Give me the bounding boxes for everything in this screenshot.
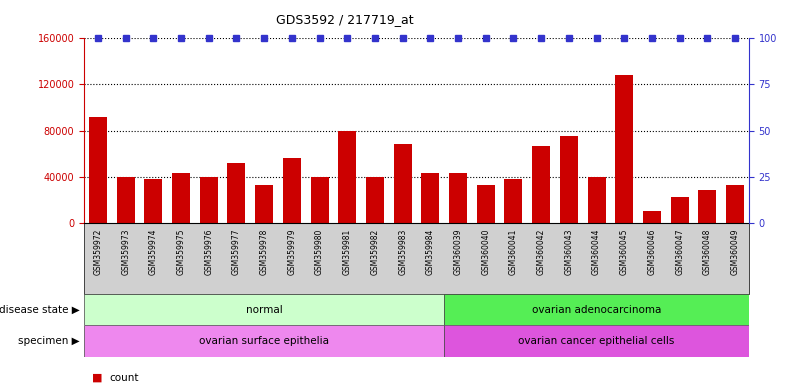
Text: GDS3592 / 217719_at: GDS3592 / 217719_at — [276, 13, 413, 26]
Bar — [89, 117, 107, 223]
Text: ovarian adenocarcinoma: ovarian adenocarcinoma — [532, 305, 662, 314]
Bar — [615, 75, 634, 223]
Bar — [505, 179, 522, 223]
Bar — [532, 146, 550, 223]
Bar — [311, 177, 328, 223]
Bar — [445, 294, 749, 325]
Text: count: count — [110, 373, 139, 383]
Bar — [560, 136, 578, 223]
Bar — [227, 163, 245, 223]
Bar — [643, 211, 661, 223]
Bar — [256, 185, 273, 223]
Text: ovarian cancer epithelial cells: ovarian cancer epithelial cells — [518, 336, 674, 346]
Bar — [698, 190, 716, 223]
Text: disease state ▶: disease state ▶ — [0, 305, 80, 314]
Text: specimen ▶: specimen ▶ — [18, 336, 80, 346]
Bar — [283, 158, 301, 223]
Bar — [477, 185, 495, 223]
Bar — [670, 197, 689, 223]
Bar — [449, 173, 467, 223]
Text: normal: normal — [246, 305, 283, 314]
Bar — [726, 185, 744, 223]
Bar — [366, 177, 384, 223]
Bar — [172, 173, 190, 223]
Bar — [588, 177, 606, 223]
Text: ovarian surface epithelia: ovarian surface epithelia — [199, 336, 329, 346]
Bar — [84, 294, 445, 325]
Bar — [445, 325, 749, 357]
Text: ■: ■ — [92, 373, 103, 383]
Bar — [144, 179, 163, 223]
Bar — [393, 144, 412, 223]
Bar — [421, 173, 440, 223]
Bar — [84, 325, 445, 357]
Bar — [338, 131, 356, 223]
Bar — [199, 177, 218, 223]
Bar — [117, 177, 135, 223]
